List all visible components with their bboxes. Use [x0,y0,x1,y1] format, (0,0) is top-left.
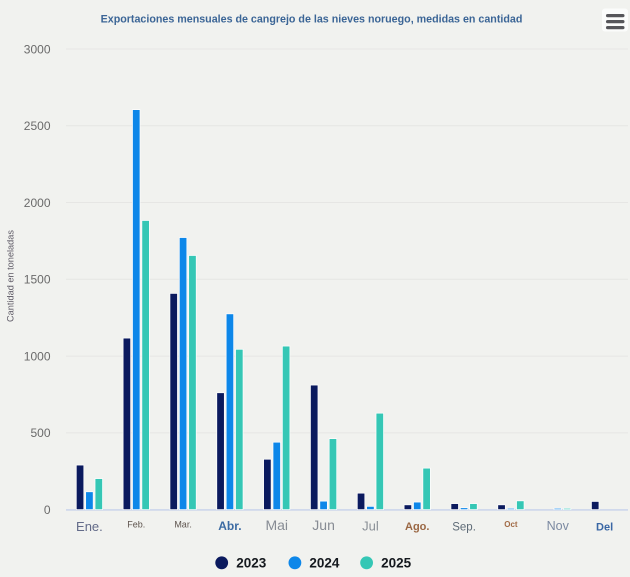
svg-text:Oct: Oct [504,520,518,529]
svg-text:Jun: Jun [312,517,335,533]
svg-text:Del: Del [596,522,613,534]
svg-text:Jul: Jul [362,519,379,534]
svg-text:Mai: Mai [265,517,288,533]
svg-text:Mar.: Mar. [174,519,192,529]
svg-text:Abr.: Abr. [218,519,241,533]
svg-text:2024: 2024 [309,555,340,570]
svg-text:1000: 1000 [24,349,51,363]
svg-text:Feb.: Feb. [127,519,145,529]
svg-text:2500: 2500 [24,119,51,133]
svg-text:2023: 2023 [236,555,267,570]
svg-text:0: 0 [44,503,51,517]
svg-text:3000: 3000 [24,42,51,56]
svg-text:2000: 2000 [24,196,51,210]
svg-text:500: 500 [30,426,50,440]
svg-text:2025: 2025 [381,555,412,570]
svg-text:1500: 1500 [24,273,51,287]
svg-text:Ago.: Ago. [405,521,429,533]
svg-text:Cantidad en toneladas: Cantidad en toneladas [6,230,16,322]
svg-text:Exportaciones mensuales de can: Exportaciones mensuales de cangrejo de l… [101,14,523,26]
svg-text:Ene.: Ene. [76,519,103,534]
svg-text:Sep.: Sep. [452,521,476,533]
svg-text:Nov: Nov [547,519,570,533]
